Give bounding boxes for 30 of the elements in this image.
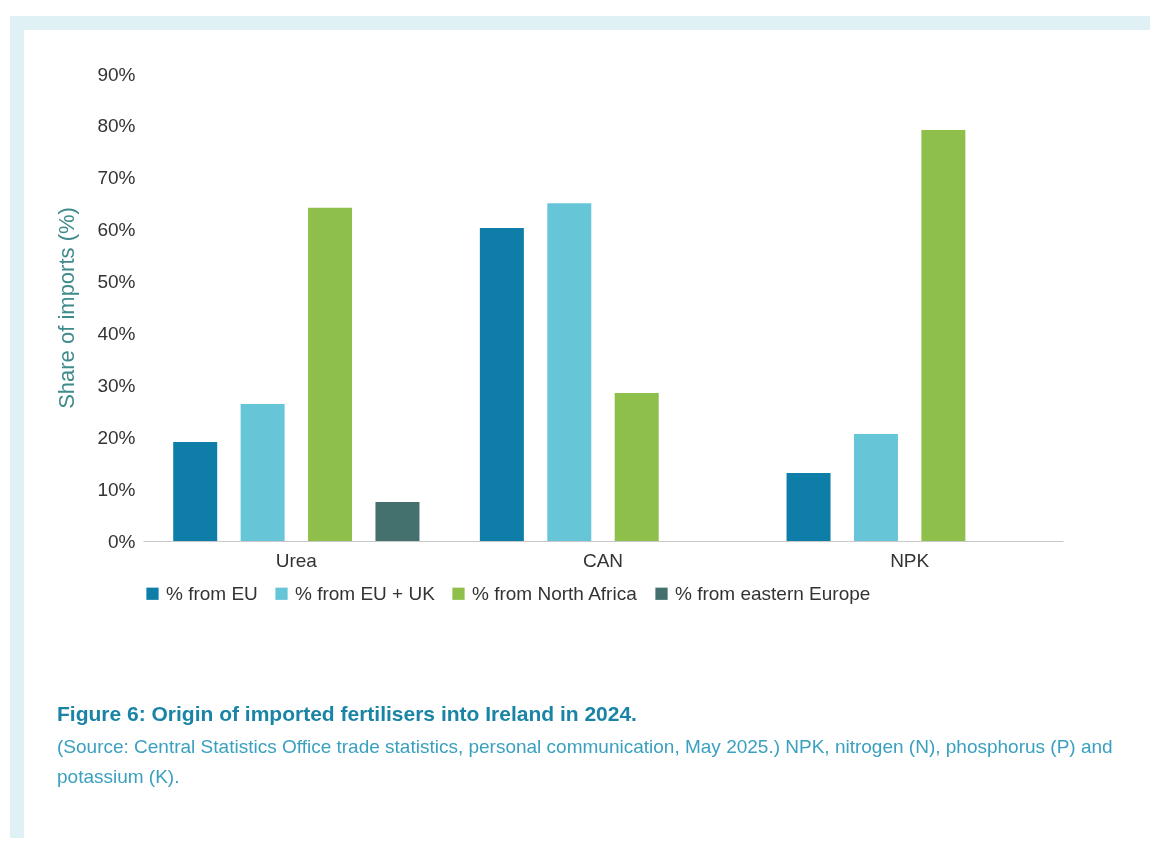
y-tick-label: 50%: [97, 271, 136, 293]
bar: [479, 228, 524, 541]
bar: [921, 130, 966, 541]
y-tick-label: 0%: [108, 530, 136, 552]
y-tick-label: 40%: [97, 322, 136, 344]
y-tick-label: 60%: [97, 219, 136, 241]
y-tick-label: 80%: [97, 115, 136, 137]
text: Figure 6: Origin of imported fertilisers into Ireland in 2024.: [57, 702, 638, 726]
bar: [375, 502, 420, 541]
y-tick-label: 90%: [97, 63, 136, 85]
bar: [240, 404, 285, 541]
text: (Source: Central Statistics Office trade statistics, personal communication, May 2025.) NPK, nitrogen (N), phosphorus (P) and potassium (K).: [57, 735, 1114, 789]
bar: [173, 441, 218, 541]
x-tick-label: NPK: [890, 549, 930, 571]
y-tick-label: 30%: [97, 374, 136, 396]
bar: [308, 207, 353, 541]
legend-label: % from North Africa: [472, 582, 638, 604]
bar: [614, 393, 659, 541]
x-tick-label: CAN: [582, 549, 624, 571]
legend-label: % from EU + UK: [295, 582, 436, 604]
bar: [853, 434, 898, 541]
y-tick-label: 10%: [97, 478, 136, 500]
bar: [547, 203, 592, 541]
bar: [786, 473, 831, 541]
legend-label: % from eastern Europe: [675, 582, 871, 604]
legend-label: % from EU: [166, 582, 258, 604]
x-tick-label: Urea: [275, 549, 318, 571]
y-axis-title: Share of imports (%): [54, 207, 80, 409]
y-tick-label: 70%: [97, 167, 136, 189]
y-tick-label: 20%: [97, 426, 136, 448]
